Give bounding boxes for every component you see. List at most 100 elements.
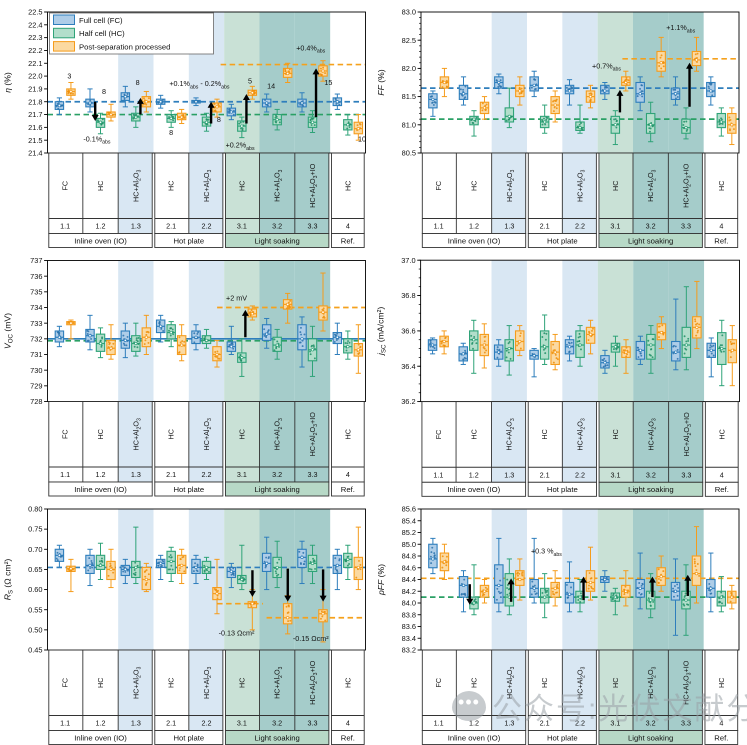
svg-text:HC+Al2O3: HC+Al2O3 xyxy=(273,169,284,201)
svg-text:1.3: 1.3 xyxy=(131,222,141,231)
svg-text:37.0: 37.0 xyxy=(401,256,415,265)
svg-text:4: 4 xyxy=(346,222,350,231)
svg-text:HC: HC xyxy=(469,429,478,439)
svg-text:84.0: 84.0 xyxy=(402,599,416,608)
svg-text:Ref.: Ref. xyxy=(341,236,355,245)
svg-text:-0.1%abs: -0.1%abs xyxy=(83,134,111,145)
svg-text:0.65: 0.65 xyxy=(28,565,42,574)
svg-text:3.3: 3.3 xyxy=(308,222,318,231)
svg-text:2.2: 2.2 xyxy=(202,222,212,231)
svg-text:FC: FC xyxy=(61,429,70,439)
svg-text:21.8: 21.8 xyxy=(28,97,42,106)
svg-text:1.2: 1.2 xyxy=(469,719,479,728)
svg-text:FC: FC xyxy=(434,678,443,688)
svg-text:HC: HC xyxy=(343,181,352,191)
svg-text:0.70: 0.70 xyxy=(28,545,42,554)
svg-text:HC: HC xyxy=(167,678,176,688)
svg-text:3.1: 3.1 xyxy=(237,470,247,479)
svg-text:22.5: 22.5 xyxy=(28,8,42,17)
svg-text:HC+Al2O3: HC+Al2O3 xyxy=(646,169,657,201)
svg-text:1.2: 1.2 xyxy=(469,470,479,479)
panel-voc: +2 mV 728 729 730 731 732 733 734 735 736 737 VOC (… xyxy=(3,256,366,497)
svg-text:+0.7%abs: +0.7%abs xyxy=(592,62,621,73)
svg-text:FC: FC xyxy=(61,181,70,191)
svg-text:HC+Al2O3+IO: HC+Al2O3+IO xyxy=(308,660,319,705)
svg-text:3.2: 3.2 xyxy=(272,470,282,479)
svg-text:jSC (mA/cm²): jSC (mA/cm²) xyxy=(376,307,388,356)
svg-text:1.3: 1.3 xyxy=(504,470,514,479)
svg-text:2.1: 2.1 xyxy=(166,719,176,728)
svg-text:3: 3 xyxy=(67,71,71,80)
svg-text:HC: HC xyxy=(540,181,549,191)
svg-text:Hot plate: Hot plate xyxy=(547,733,578,742)
svg-text:1.1: 1.1 xyxy=(434,719,444,728)
svg-text:RS (Ω cm²): RS (Ω cm²) xyxy=(3,559,15,601)
svg-text:HC: HC xyxy=(237,181,246,191)
svg-text:Half cell (HC): Half cell (HC) xyxy=(79,29,125,38)
svg-text:0.75: 0.75 xyxy=(28,525,42,534)
svg-text:+0.2%abs: +0.2%abs xyxy=(226,141,255,152)
svg-text:21.7: 21.7 xyxy=(28,110,42,119)
svg-text:Hot plate: Hot plate xyxy=(547,236,578,245)
svg-text:84.2: 84.2 xyxy=(402,587,416,596)
panel-jsc: 36.2 36.4 36.6 36.8 37.0 jSC (mA/cm²) FC 1.1 HC 1… xyxy=(376,256,740,497)
svg-text:Inline oven (IO): Inline oven (IO) xyxy=(74,236,127,245)
svg-text:Post-separation processed: Post-separation processed xyxy=(79,42,170,51)
svg-text:8: 8 xyxy=(217,115,221,124)
svg-text:1.3: 1.3 xyxy=(504,719,514,728)
svg-text:8: 8 xyxy=(169,128,173,137)
svg-text:+0.1%abs - 0.2%abs: +0.1%abs - 0.2%abs xyxy=(169,79,230,90)
svg-text:3.1: 3.1 xyxy=(237,222,247,231)
svg-text:4: 4 xyxy=(346,719,350,728)
svg-text:84.4: 84.4 xyxy=(402,575,416,584)
svg-text:HC: HC xyxy=(540,429,549,439)
svg-text:84.8: 84.8 xyxy=(402,552,416,561)
svg-text:4: 4 xyxy=(719,222,723,231)
svg-text:3.1: 3.1 xyxy=(610,719,620,728)
svg-text:82.0: 82.0 xyxy=(402,64,416,73)
svg-text:3.2: 3.2 xyxy=(272,222,282,231)
svg-text:83.2: 83.2 xyxy=(402,646,416,655)
svg-text:+0.3 %abs: +0.3 %abs xyxy=(531,547,562,558)
svg-text:VOC (mV): VOC (mV) xyxy=(3,313,15,349)
svg-text:HC+Al2O3: HC+Al2O3 xyxy=(646,418,657,451)
svg-text:36.4: 36.4 xyxy=(401,362,415,371)
svg-text:Light soaking: Light soaking xyxy=(628,485,674,494)
svg-text:83.4: 83.4 xyxy=(402,634,416,643)
svg-text:10: 10 xyxy=(358,134,366,143)
svg-text:HC+Al2O3+IO: HC+Al2O3+IO xyxy=(308,412,319,457)
svg-text:HC+Al2O3: HC+Al2O3 xyxy=(505,666,516,698)
svg-text:730: 730 xyxy=(30,366,42,375)
svg-text:-0.13 Ωcm²: -0.13 Ωcm² xyxy=(219,628,255,637)
svg-text:80.5: 80.5 xyxy=(402,149,416,158)
svg-text:736: 736 xyxy=(30,272,42,281)
svg-text:FC: FC xyxy=(61,678,70,688)
svg-text:0.55: 0.55 xyxy=(28,605,42,614)
svg-text:3.3: 3.3 xyxy=(681,470,691,479)
svg-text:HC: HC xyxy=(470,181,479,191)
svg-text:HC+Al2O3: HC+Al2O3 xyxy=(576,418,587,451)
svg-text:+2 mV: +2 mV xyxy=(226,294,247,303)
svg-text:3.3: 3.3 xyxy=(308,470,318,479)
svg-text:4: 4 xyxy=(720,470,724,479)
svg-text:4: 4 xyxy=(719,719,723,728)
svg-text:85.6: 85.6 xyxy=(402,505,416,514)
svg-text:HC: HC xyxy=(167,429,176,439)
svg-text:737: 737 xyxy=(30,256,42,265)
svg-text:3.3: 3.3 xyxy=(681,719,691,728)
svg-text:HC: HC xyxy=(611,181,620,191)
svg-text:1.2: 1.2 xyxy=(96,719,106,728)
svg-text:Ref.: Ref. xyxy=(341,485,355,494)
svg-text:Light soaking: Light soaking xyxy=(628,236,673,245)
svg-text:21.9: 21.9 xyxy=(28,85,42,94)
svg-text:83.8: 83.8 xyxy=(402,610,416,619)
svg-text:HC: HC xyxy=(717,429,726,439)
svg-text:HC+Al2O3: HC+Al2O3 xyxy=(505,169,516,201)
svg-text:21.4: 21.4 xyxy=(28,149,42,158)
svg-text:3.2: 3.2 xyxy=(646,719,656,728)
svg-text:HC: HC xyxy=(540,678,549,688)
svg-text:4: 4 xyxy=(346,470,350,479)
svg-text:HC: HC xyxy=(470,678,479,688)
svg-text:FC: FC xyxy=(434,181,443,191)
